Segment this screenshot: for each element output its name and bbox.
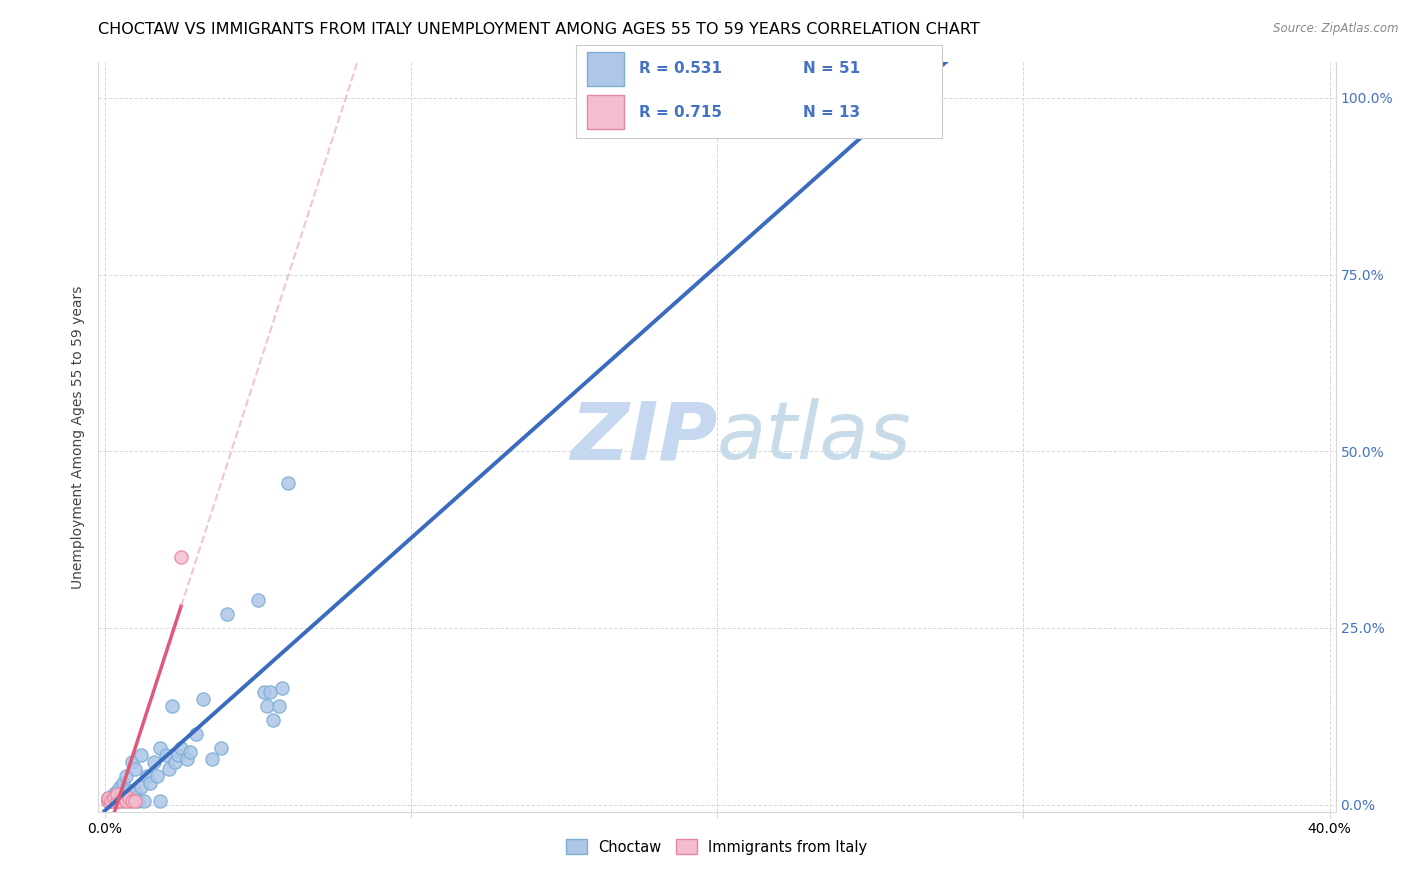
Point — [100, 794, 122, 808]
Point — [136, 769, 159, 783]
Point — [124, 794, 146, 808]
Point — [115, 790, 138, 805]
Point — [97, 790, 120, 805]
Point — [108, 794, 131, 808]
Point — [163, 756, 186, 770]
Point — [103, 787, 125, 801]
Point — [256, 698, 278, 713]
Text: N = 13: N = 13 — [803, 104, 860, 120]
Point — [191, 691, 214, 706]
Point — [176, 752, 198, 766]
Bar — [588, 52, 624, 86]
Point — [118, 794, 141, 808]
Text: ZIP: ZIP — [569, 398, 717, 476]
Point — [170, 741, 193, 756]
Point — [108, 783, 131, 797]
Point — [134, 794, 156, 808]
Point — [108, 790, 131, 805]
Point — [186, 727, 208, 741]
Point — [111, 776, 134, 790]
Legend: Choctaw, Immigrants from Italy: Choctaw, Immigrants from Italy — [561, 833, 873, 861]
Point — [167, 748, 190, 763]
Point — [179, 745, 201, 759]
Point — [129, 780, 152, 794]
Point — [118, 790, 141, 805]
Point — [149, 794, 172, 808]
Text: atlas: atlas — [717, 398, 912, 476]
Point — [111, 794, 134, 808]
Point — [277, 476, 299, 491]
Text: CHOCTAW VS IMMIGRANTS FROM ITALY UNEMPLOYMENT AMONG AGES 55 TO 59 YEARS CORRELAT: CHOCTAW VS IMMIGRANTS FROM ITALY UNEMPLO… — [98, 22, 980, 37]
Point — [124, 783, 146, 797]
Point — [259, 684, 281, 698]
Point — [124, 762, 146, 776]
Bar — [588, 95, 624, 129]
Text: R = 0.715: R = 0.715 — [638, 104, 721, 120]
Point — [139, 776, 162, 790]
Point — [105, 783, 128, 797]
Point — [118, 783, 141, 797]
Point — [155, 748, 177, 763]
Point — [121, 787, 143, 801]
Point — [111, 790, 134, 805]
Point — [97, 790, 120, 805]
Point — [145, 769, 167, 783]
Point — [105, 794, 128, 808]
Point — [262, 713, 284, 727]
Point — [108, 780, 131, 794]
Point — [253, 684, 276, 698]
Point — [105, 787, 128, 801]
Point — [121, 756, 143, 770]
Text: R = 0.531: R = 0.531 — [638, 62, 721, 77]
Point — [100, 794, 122, 808]
Point — [215, 607, 238, 621]
Point — [209, 741, 232, 756]
Point — [105, 794, 128, 808]
Point — [103, 790, 125, 805]
Point — [127, 794, 149, 808]
Point — [142, 756, 165, 770]
Text: Source: ZipAtlas.com: Source: ZipAtlas.com — [1274, 22, 1399, 36]
Point — [121, 794, 143, 808]
Text: N = 51: N = 51 — [803, 62, 860, 77]
Point — [103, 790, 125, 805]
Y-axis label: Unemployment Among Ages 55 to 59 years: Unemployment Among Ages 55 to 59 years — [72, 285, 86, 589]
Point — [149, 741, 172, 756]
Point — [115, 769, 138, 783]
Point — [157, 762, 180, 776]
Point — [269, 698, 291, 713]
Point — [97, 794, 120, 808]
Point — [170, 550, 193, 565]
Point — [115, 794, 138, 808]
Point — [129, 748, 152, 763]
Point — [160, 698, 183, 713]
Point — [97, 794, 120, 808]
Point — [271, 681, 294, 695]
Point — [201, 752, 224, 766]
Point — [246, 592, 269, 607]
